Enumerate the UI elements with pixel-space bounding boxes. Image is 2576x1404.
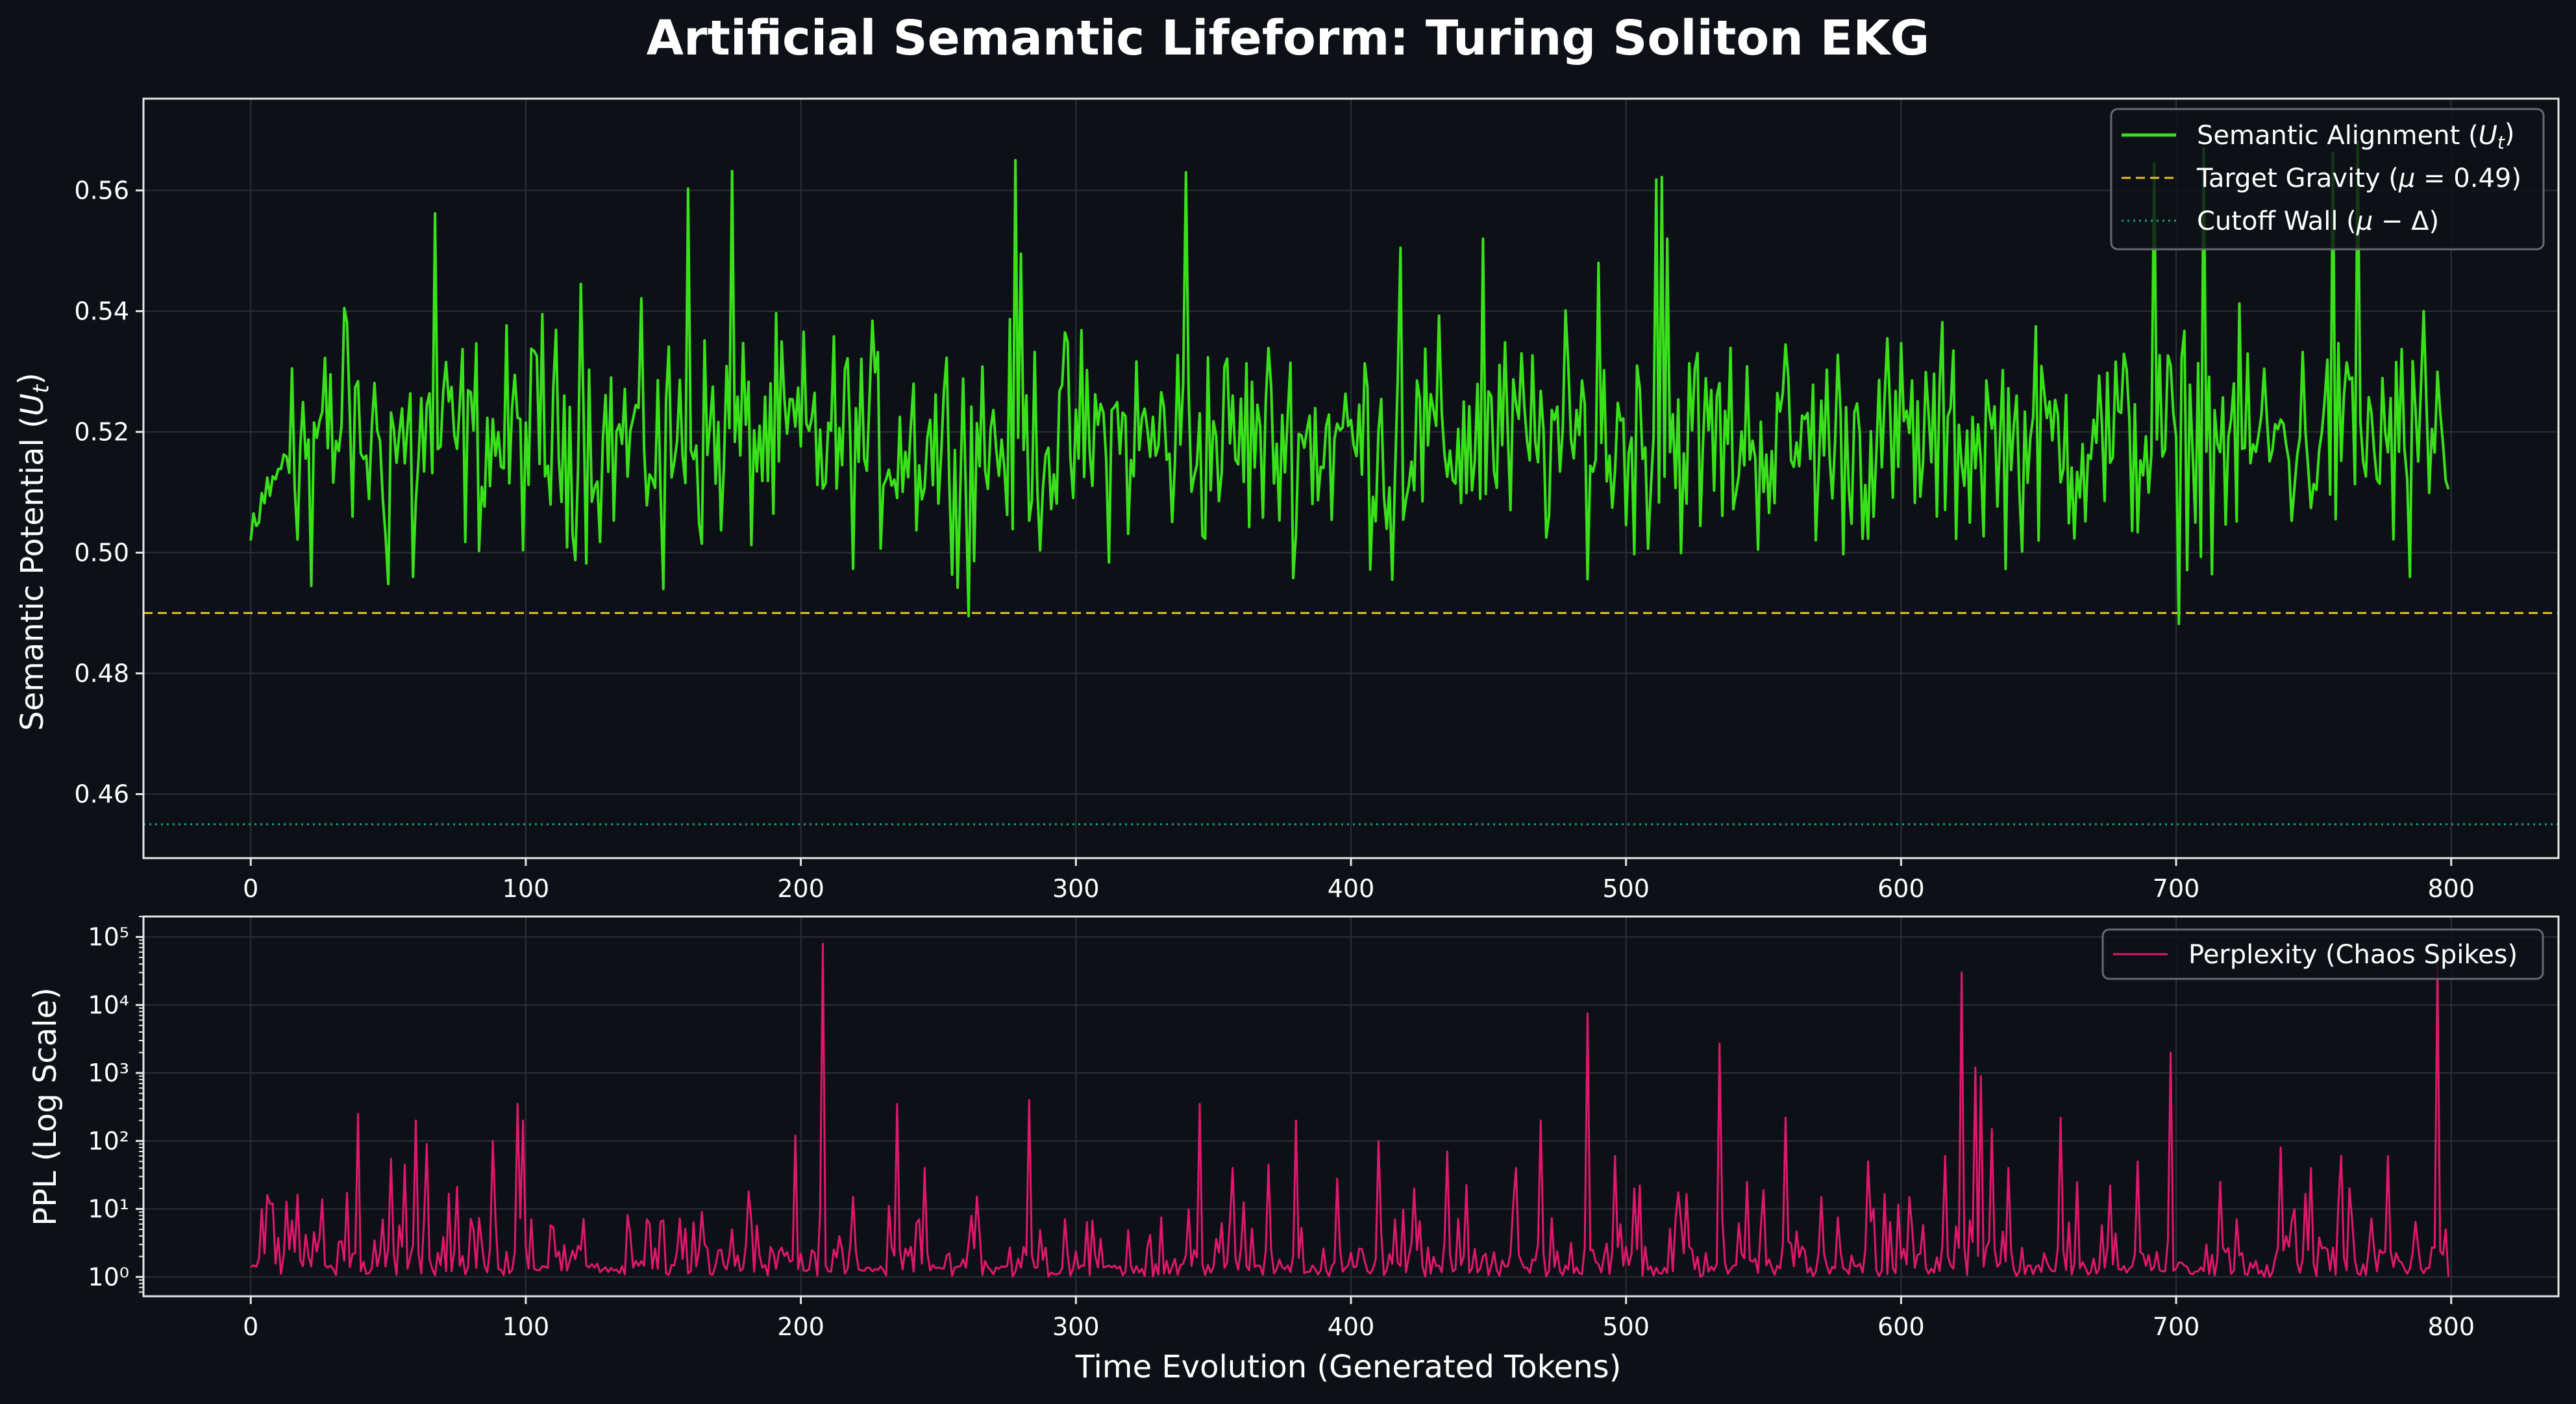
top-x-tick-label: 200: [777, 874, 824, 903]
bottom-y-axis: 10⁰ 10¹ 10² 10³ 10⁴ 10⁵: [88, 916, 143, 1293]
top-legend-box: [2110, 108, 2545, 251]
bottom-legend: Perplexity (Chaos Spikes): [2101, 928, 2544, 980]
semantic-alignment-panel: 0 100 200 300 400 500 600 700 800 0.460.480.500.…: [12, 97, 2560, 903]
top-x-tick-label: 500: [1602, 874, 1650, 903]
top-y-tick-label: 0.46: [74, 780, 129, 808]
bottom-legend-box: [2101, 928, 2544, 980]
bottom-x-tick-label: 200: [777, 1312, 824, 1341]
bottom-y-tick-label: 10²: [88, 1127, 129, 1155]
top-y-tick-label: 0.50: [74, 538, 129, 567]
legend-alignment-label: Semantic Alignment (Ut): [2197, 119, 2514, 153]
perplexity-line: [250, 942, 2449, 1278]
top-y-tick-label: 0.52: [74, 417, 129, 446]
top-x-tick-label: 400: [1328, 874, 1375, 903]
top-legend: Semantic Alignment (Ut) Target Gravity (μ…: [2110, 108, 2545, 251]
top-y-tick-label: 0.48: [74, 659, 129, 687]
legend-cutoff-wall-label: Cutoff Wall (μ − Δ): [2197, 206, 2439, 236]
semantic-alignment-line: [249, 141, 2450, 626]
bottom-y-tick-label: 10³: [88, 1059, 129, 1087]
top-y-axis-label: Semantic Potential (Ut): [12, 373, 53, 731]
bottom-x-axis-label: Time Evolution (Generated Tokens): [1075, 1349, 1622, 1385]
chart-title: Artificial Semantic Lifeform: Turing Sol…: [647, 10, 1930, 66]
top-y-tick-label: 0.56: [74, 176, 129, 204]
bottom-y-tick-label: 10⁵: [88, 923, 129, 952]
bottom-y-tick-label: 10⁴: [88, 991, 129, 1019]
top-x-tick-label: 600: [1877, 874, 1925, 903]
bottom-x-axis: 0 100 200 300 400 500 600 700 800: [243, 1296, 2475, 1341]
top-x-axis: 0 100 200 300 400 500 600 700 800: [243, 858, 2475, 903]
legend-target-gravity-label: Target Gravity (μ = 0.49): [2196, 164, 2521, 193]
bottom-x-tick-label: 300: [1052, 1312, 1100, 1341]
bottom-x-tick-label: 0: [243, 1312, 258, 1341]
bottom-x-tick-label: 700: [2153, 1312, 2200, 1341]
bottom-x-tick-label: 100: [502, 1312, 550, 1341]
top-x-tick-label: 800: [2427, 874, 2475, 903]
bottom-y-axis-label: PPL (Log Scale): [27, 987, 64, 1225]
perplexity-panel: 0 100 200 300 400 500 600 700 800 10⁰10¹10²10³10…: [27, 915, 2560, 1385]
top-series-lines: [143, 141, 2558, 826]
bottom-x-tick-label: 400: [1328, 1312, 1375, 1341]
bottom-y-tick-label: 10⁰: [88, 1262, 129, 1291]
bottom-x-tick-label: 500: [1602, 1312, 1650, 1341]
bottom-y-tick-label: 10¹: [88, 1195, 129, 1224]
top-x-tick-label: 300: [1052, 874, 1100, 903]
top-x-tick-label: 700: [2153, 874, 2200, 903]
top-x-tick-label: 0: [243, 874, 258, 903]
top-y-tick-label: 0.54: [74, 297, 129, 325]
bottom-x-tick-label: 800: [2427, 1312, 2475, 1341]
bottom-series-lines: [250, 942, 2449, 1278]
top-x-tick-label: 100: [502, 874, 550, 903]
bottom-x-tick-label: 600: [1877, 1312, 1925, 1341]
top-y-axis: 0.46 0.48 0.50 0.52 0.54 0.56: [74, 176, 143, 808]
legend-perplexity-label: Perplexity (Chaos Spikes): [2188, 940, 2518, 970]
